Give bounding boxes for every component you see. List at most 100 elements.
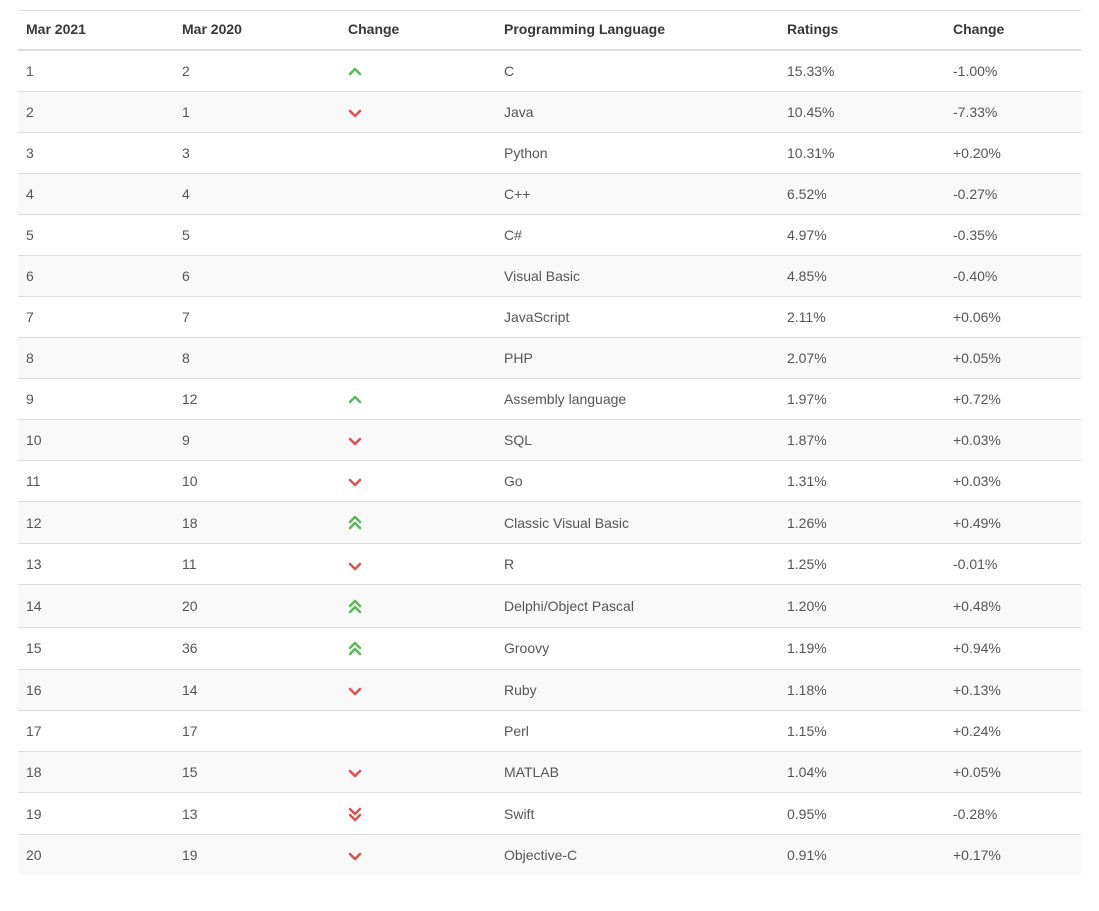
cell-ratings: 2.11% — [779, 297, 945, 338]
cell-ratings: 4.85% — [779, 256, 945, 297]
cell-pctchange: -0.01% — [945, 544, 1081, 585]
cell-language: Ruby — [496, 669, 779, 710]
cell-mar2021: 4 — [18, 174, 174, 215]
cell-trend — [340, 215, 496, 256]
table-row: 21Java10.45%-7.33% — [18, 92, 1081, 133]
chevron-down-icon — [348, 847, 362, 863]
cell-mar2021: 3 — [18, 133, 174, 174]
cell-mar2021: 5 — [18, 215, 174, 256]
cell-trend — [340, 297, 496, 338]
cell-trend — [340, 502, 496, 544]
cell-mar2021: 10 — [18, 420, 174, 461]
cell-mar2021: 18 — [18, 751, 174, 792]
cell-pctchange: +0.13% — [945, 669, 1081, 710]
double-chevron-up-icon — [348, 597, 362, 613]
cell-ratings: 1.31% — [779, 461, 945, 502]
chevron-down-icon — [348, 432, 362, 448]
cell-pctchange: -1.00% — [945, 50, 1081, 92]
cell-mar2021: 19 — [18, 792, 174, 834]
cell-language: R — [496, 544, 779, 585]
cell-pctchange: +0.03% — [945, 420, 1081, 461]
cell-trend — [340, 256, 496, 297]
cell-trend — [340, 627, 496, 669]
table-row: 1815MATLAB1.04%+0.05% — [18, 751, 1081, 792]
cell-ratings: 10.45% — [779, 92, 945, 133]
cell-ratings: 10.31% — [779, 133, 945, 174]
cell-mar2020: 10 — [174, 461, 340, 502]
cell-mar2021: 8 — [18, 338, 174, 379]
table-row: 1717 Perl1.15%+0.24% — [18, 710, 1081, 751]
cell-language: Swift — [496, 792, 779, 834]
cell-mar2021: 9 — [18, 379, 174, 420]
cell-pctchange: +0.06% — [945, 297, 1081, 338]
cell-trend — [340, 461, 496, 502]
table-row: 44C++6.52%-0.27% — [18, 174, 1081, 215]
cell-mar2020: 36 — [174, 627, 340, 669]
cell-ratings: 1.97% — [779, 379, 945, 420]
cell-mar2021: 13 — [18, 544, 174, 585]
cell-trend — [340, 669, 496, 710]
col-header-mar2021: Mar 2021 — [18, 11, 174, 51]
cell-mar2021: 6 — [18, 256, 174, 297]
cell-mar2020: 12 — [174, 379, 340, 420]
chevron-up-icon — [348, 391, 362, 407]
cell-mar2020: 1 — [174, 92, 340, 133]
table-row: 33Python10.31%+0.20% — [18, 133, 1081, 174]
chevron-down-icon — [348, 764, 362, 780]
chevron-down-icon — [348, 682, 362, 698]
cell-trend — [340, 92, 496, 133]
cell-pctchange: +0.20% — [945, 133, 1081, 174]
table-row: 2019Objective-C0.91%+0.17% — [18, 835, 1081, 876]
cell-language: Visual Basic — [496, 256, 779, 297]
cell-trend — [340, 133, 496, 174]
cell-language: MATLAB — [496, 751, 779, 792]
cell-pctchange: -0.35% — [945, 215, 1081, 256]
cell-language: Python — [496, 133, 779, 174]
cell-language: Objective-C — [496, 835, 779, 876]
table-row: 1420 Delphi/Object Pascal1.20%+0.48% — [18, 585, 1081, 627]
cell-mar2020: 5 — [174, 215, 340, 256]
cell-language: Perl — [496, 710, 779, 751]
cell-ratings: 1.26% — [779, 502, 945, 544]
col-header-ratings: Ratings — [779, 11, 945, 51]
cell-trend — [340, 50, 496, 92]
cell-mar2020: 7 — [174, 297, 340, 338]
cell-language: Groovy — [496, 627, 779, 669]
cell-mar2021: 17 — [18, 710, 174, 751]
ranking-table: Mar 2021 Mar 2020 Change Programming Lan… — [18, 10, 1081, 875]
cell-pctchange: -0.28% — [945, 792, 1081, 834]
table-row: 109SQL1.87%+0.03% — [18, 420, 1081, 461]
cell-trend — [340, 835, 496, 876]
cell-ratings: 15.33% — [779, 50, 945, 92]
cell-mar2020: 19 — [174, 835, 340, 876]
chevron-down-icon — [348, 556, 362, 572]
table-row: 12C15.33%-1.00% — [18, 50, 1081, 92]
table-row: 55C#4.97%-0.35% — [18, 215, 1081, 256]
cell-ratings: 0.91% — [779, 835, 945, 876]
table-row: 1614Ruby1.18%+0.13% — [18, 669, 1081, 710]
cell-mar2020: 8 — [174, 338, 340, 379]
col-header-language: Programming Language — [496, 11, 779, 51]
cell-pctchange: +0.24% — [945, 710, 1081, 751]
chevron-up-icon — [348, 63, 362, 79]
cell-mar2020: 20 — [174, 585, 340, 627]
cell-trend — [340, 544, 496, 585]
cell-language: PHP — [496, 338, 779, 379]
cell-mar2020: 17 — [174, 710, 340, 751]
cell-ratings: 1.15% — [779, 710, 945, 751]
double-chevron-up-icon — [348, 514, 362, 530]
table-row: 1218 Classic Visual Basic1.26%+0.49% — [18, 502, 1081, 544]
cell-language: SQL — [496, 420, 779, 461]
cell-mar2021: 20 — [18, 835, 174, 876]
cell-mar2021: 14 — [18, 585, 174, 627]
cell-language: Delphi/Object Pascal — [496, 585, 779, 627]
table-row: 88PHP2.07%+0.05% — [18, 338, 1081, 379]
cell-mar2021: 11 — [18, 461, 174, 502]
table-row: 66Visual Basic4.85%-0.40% — [18, 256, 1081, 297]
cell-language: JavaScript — [496, 297, 779, 338]
cell-ratings: 1.19% — [779, 627, 945, 669]
cell-language: C# — [496, 215, 779, 256]
cell-mar2020: 6 — [174, 256, 340, 297]
cell-trend — [340, 710, 496, 751]
cell-mar2020: 14 — [174, 669, 340, 710]
